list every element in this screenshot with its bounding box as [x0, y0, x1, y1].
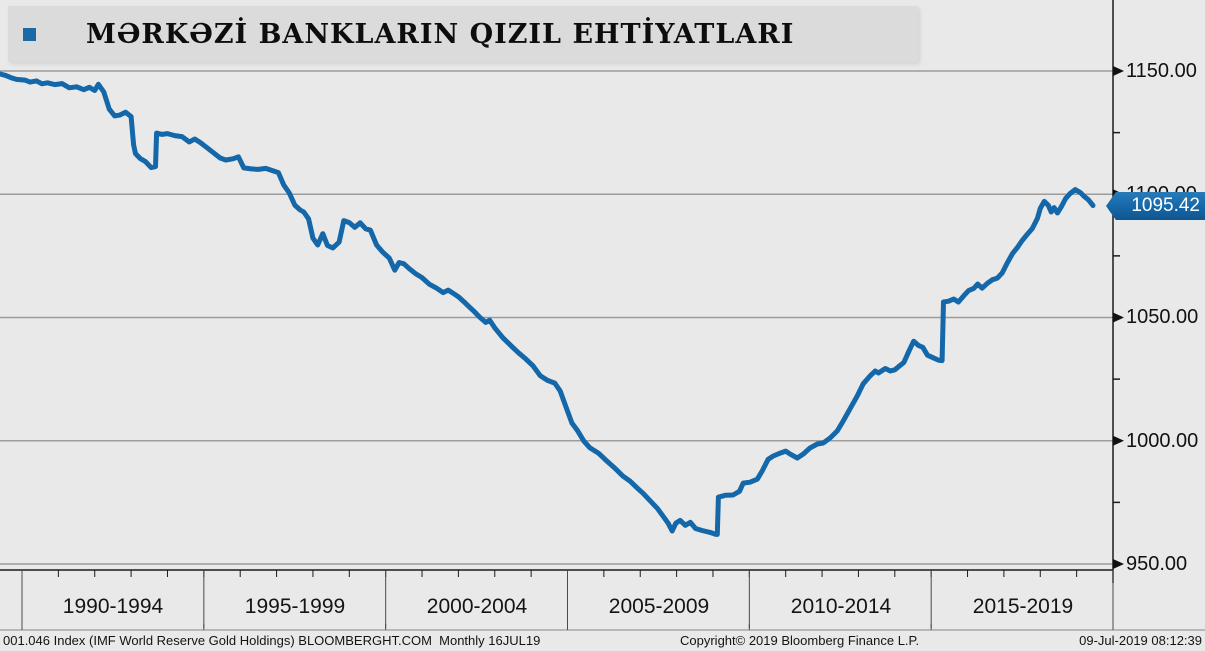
page-title: MƏRKƏZİ BANKLARIN QIZIL EHTİYATLARI: [86, 19, 795, 50]
x-axis-period-label: 1990-1994: [62, 595, 164, 618]
x-axis-period-label: 2000-2004: [426, 595, 528, 618]
footer-ticker-info: 001.046 Index (IMF World Reserve Gold Ho…: [3, 633, 541, 648]
x-axis-period-label: 2015-2019: [972, 595, 1074, 618]
footer-copyright: Copyright© 2019 Bloomberg Finance L.P.: [680, 633, 920, 648]
legend-bullet-icon: [23, 28, 36, 41]
x-axis-period-label: 2005-2009: [608, 595, 710, 618]
x-axis-period-label: 1995-1999: [244, 595, 346, 618]
last-price-tag: 1095.42: [1106, 192, 1205, 220]
y-axis-tick-label: 1000.00: [1126, 430, 1199, 452]
title-banner: MƏRKƏZİ BANKLARIN QIZIL EHTİYATLARI: [8, 6, 918, 62]
x-axis-period-label: 2010-2014: [790, 595, 892, 618]
y-axis-tick-label: 1050.00: [1126, 306, 1199, 328]
footer-timestamp: 09-Jul-2019 08:12:39: [1079, 633, 1202, 648]
y-axis-tick-label: 950.00: [1126, 553, 1188, 575]
y-axis-tick-label: 1150.00: [1126, 60, 1197, 82]
